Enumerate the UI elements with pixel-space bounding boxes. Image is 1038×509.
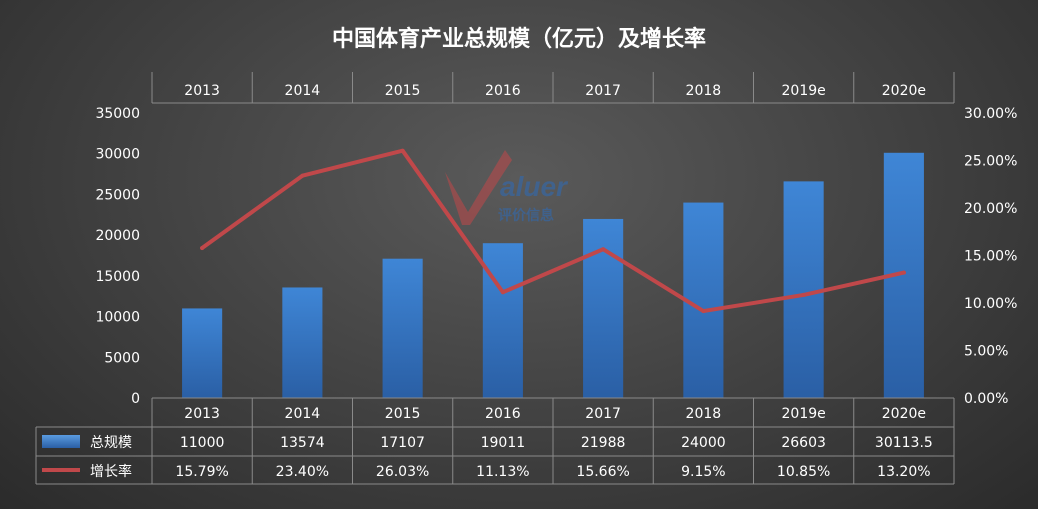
table-cell-growth-2017: 15.66%	[576, 464, 629, 480]
table-cell-growth-2019e: 10.85%	[777, 464, 830, 480]
line-series-growth-rate	[200, 148, 906, 314]
table-cell-growth-2016: 11.13%	[476, 464, 529, 480]
table-header-cell: 2016	[485, 406, 521, 422]
right-axis-tick-label: 0.00%	[964, 391, 1008, 407]
growth-rate-point-2015	[400, 148, 405, 153]
bar-2019e	[783, 181, 824, 398]
legend-bar-swatch	[42, 435, 80, 448]
table-cell-total-2017: 21988	[581, 435, 626, 451]
table-cell-growth-2020e: 13.20%	[877, 464, 930, 480]
top-axis-tick-label: 2019e	[782, 83, 826, 99]
table-header-cell: 2014	[285, 406, 321, 422]
legend-bar-label: 总规模	[90, 435, 132, 451]
bar-2014	[282, 287, 323, 398]
table-cell-growth-2015: 26.03%	[376, 464, 429, 480]
left-axis-tick-label: 15000	[95, 269, 140, 285]
data-table: 2013 2014 2015 2016 2017 2018 2019e 2020e 总规模 110…	[35, 397, 955, 485]
right-axis-tick-label: 10.00%	[964, 296, 1017, 312]
table-header-cell: 2019e	[782, 406, 826, 422]
right-axis-tick-label: 15.00%	[964, 249, 1017, 265]
top-axis-tick-label: 2015	[385, 83, 421, 99]
top-axis-tick-label: 2016	[485, 83, 521, 99]
svg-text:aluer: aluer	[500, 171, 569, 202]
left-axis-tick-label: 10000	[95, 310, 140, 326]
top-axis-tick-label: 2018	[686, 83, 722, 99]
right-axis-tick-label: 30.00%	[964, 106, 1017, 122]
growth-rate-point-2016	[500, 290, 505, 295]
right-axis-tick-label: 25.00%	[964, 154, 1017, 170]
right-percent-axis: 0.00% 5.00% 10.00% 15.00% 20.00% 25.00% 30.00%	[964, 106, 1017, 407]
table-cell-total-2020e: 30113.5	[875, 435, 933, 451]
top-axis-tick-label: 2017	[585, 83, 621, 99]
top-axis-tick-label: 2013	[184, 83, 220, 99]
table-cell-total-2013: 11000	[180, 435, 225, 451]
table-cell-total-2019e: 26603	[781, 435, 826, 451]
left-axis-tick-label: 0	[131, 391, 140, 407]
bar-2016	[482, 243, 523, 398]
bar-series-total-scale	[182, 152, 924, 398]
table-cell-total-2015: 17107	[380, 435, 425, 451]
left-axis-tick-label: 5000	[104, 350, 140, 366]
table-cell-total-2014: 13574	[280, 435, 325, 451]
watermark-logo: aluer 评价信息	[445, 150, 569, 225]
left-axis-tick-label: 25000	[95, 187, 140, 203]
growth-rate-point-2020e	[901, 270, 906, 275]
table-cell-total-2018: 24000	[681, 435, 726, 451]
right-axis-tick-label: 5.00%	[964, 344, 1008, 360]
svg-text:评价信息: 评价信息	[498, 207, 554, 224]
top-category-axis: 2013 2014 2015 2016 2017 2018 2019e 2020e	[151, 72, 955, 104]
table-header-cell: 2020e	[882, 406, 926, 422]
left-axis-tick-label: 30000	[95, 147, 140, 163]
table-header-cell: 2013	[184, 406, 220, 422]
top-axis-tick-label: 2020e	[882, 83, 926, 99]
top-axis-tick-label: 2014	[285, 83, 321, 99]
table-header-cell: 2018	[686, 406, 722, 422]
right-axis-tick-label: 20.00%	[964, 201, 1017, 217]
growth-rate-point-2014	[300, 173, 305, 178]
chart-title: 中国体育产业总规模（亿元）及增长率	[332, 26, 706, 52]
growth-rate-point-2013	[200, 245, 205, 250]
table-cell-growth-2014: 23.40%	[276, 464, 329, 480]
bar-2018	[683, 202, 724, 398]
bar-2017	[583, 218, 624, 398]
table-header-cell: 2017	[585, 406, 621, 422]
growth-rate-point-2017	[601, 247, 606, 252]
growth-rate-point-2018	[701, 309, 706, 314]
bar-2013	[182, 308, 223, 398]
table-header-cell: 2015	[385, 406, 421, 422]
bar-2015	[382, 258, 423, 398]
left-axis-tick-label: 35000	[95, 106, 140, 122]
legend-line-label: 增长率	[90, 463, 132, 480]
left-value-axis: 0 5000 10000 15000 20000 25000 30000 35000	[95, 106, 140, 407]
growth-rate-point-2019e	[801, 292, 806, 297]
growth-rate-line	[200, 148, 906, 314]
table-cell-growth-2018: 9.15%	[681, 464, 725, 480]
left-axis-tick-label: 20000	[95, 228, 140, 244]
table-cell-total-2016: 19011	[481, 435, 526, 451]
table-cell-growth-2013: 15.79%	[175, 464, 228, 480]
